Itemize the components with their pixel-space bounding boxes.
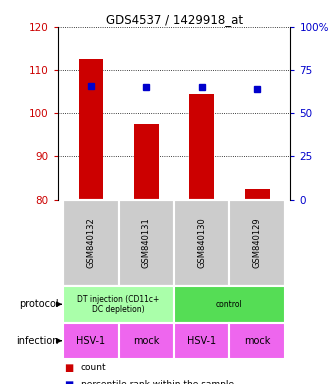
Bar bbox=[134, 124, 159, 200]
Text: protocol: protocol bbox=[19, 299, 59, 309]
Text: percentile rank within the sample: percentile rank within the sample bbox=[81, 380, 234, 384]
Bar bbox=[174, 286, 285, 323]
Bar bbox=[174, 323, 229, 359]
Bar bbox=[189, 94, 214, 200]
Text: GSM840131: GSM840131 bbox=[142, 217, 151, 268]
Bar bbox=[119, 200, 174, 286]
Text: count: count bbox=[81, 363, 107, 372]
Bar bbox=[174, 200, 229, 286]
Bar bbox=[63, 286, 174, 323]
Bar bbox=[229, 323, 285, 359]
Text: DT injection (CD11c+
DC depletion): DT injection (CD11c+ DC depletion) bbox=[78, 295, 160, 314]
Bar bbox=[63, 200, 119, 286]
Text: HSV-1: HSV-1 bbox=[187, 336, 216, 346]
Text: GSM840129: GSM840129 bbox=[253, 217, 262, 268]
Text: mock: mock bbox=[244, 336, 270, 346]
Text: ■: ■ bbox=[64, 363, 74, 373]
Title: GDS4537 / 1429918_at: GDS4537 / 1429918_at bbox=[106, 13, 243, 26]
Bar bbox=[229, 200, 285, 286]
Text: GSM840130: GSM840130 bbox=[197, 217, 206, 268]
Bar bbox=[119, 323, 174, 359]
Text: mock: mock bbox=[133, 336, 160, 346]
Text: ■: ■ bbox=[64, 380, 74, 384]
Text: infection: infection bbox=[16, 336, 59, 346]
Text: control: control bbox=[216, 300, 243, 309]
Text: GSM840132: GSM840132 bbox=[86, 217, 95, 268]
Text: HSV-1: HSV-1 bbox=[77, 336, 106, 346]
Bar bbox=[63, 323, 119, 359]
Bar bbox=[79, 59, 103, 200]
Bar bbox=[245, 189, 270, 200]
